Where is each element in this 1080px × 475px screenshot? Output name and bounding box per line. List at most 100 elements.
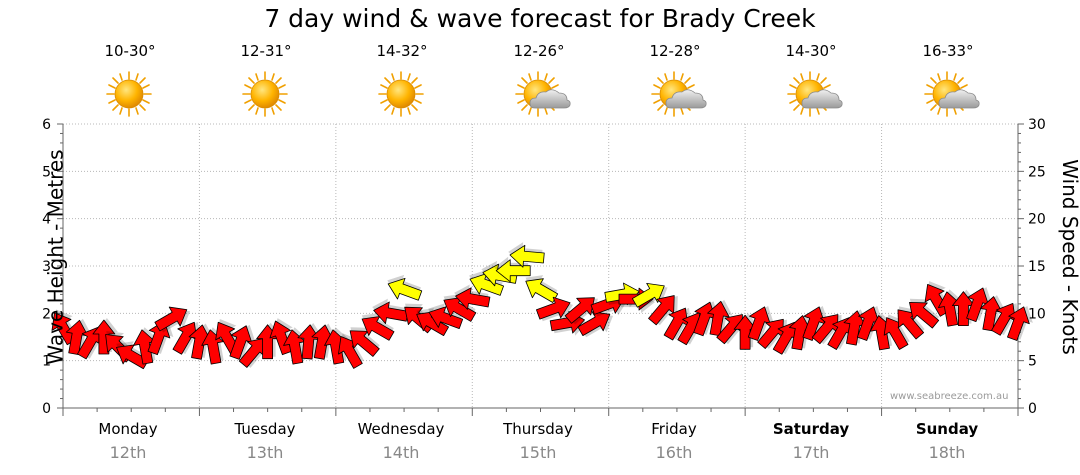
wind-arrow-body [443, 297, 477, 322]
wind-arrow-body [525, 278, 559, 303]
wind-arrow [938, 289, 963, 327]
wind-arrow-body [349, 330, 380, 357]
wind-arrow [577, 311, 614, 338]
y-tick-label-left: 6 [42, 117, 51, 133]
wind-arrow [747, 305, 774, 341]
wind-arrow-body [577, 311, 611, 337]
wind-arrow-body [455, 287, 491, 310]
wind-arrow-body [188, 324, 212, 360]
wind-arrow [469, 270, 504, 296]
y-tick-label-right: 10 [1028, 306, 1046, 322]
wind-arrow-body [311, 324, 334, 360]
y-axis-label-right: Wind Speed - Knots [1057, 159, 1080, 355]
wind-arrow [663, 307, 692, 341]
temp-range-wednesday: 14-32° [376, 42, 428, 60]
date-label-monday: 12th [109, 443, 147, 462]
date-label-friday: 16th [655, 443, 693, 462]
wind-arrow [349, 327, 380, 357]
y-tick-label-left: 4 [42, 212, 51, 228]
wind-arrow-body [536, 296, 571, 320]
date-label-tuesday: 13th [246, 443, 284, 462]
y-tick-label-left: 0 [42, 401, 51, 417]
wind-arrow-body [133, 329, 156, 365]
wind-arrow-body [631, 282, 665, 308]
wind-arrow-body [856, 306, 880, 341]
wind-arrow [536, 296, 573, 322]
day-label-monday: Monday [98, 420, 158, 438]
wind-arrow [147, 320, 174, 356]
wind-arrow [416, 308, 450, 337]
day-label-friday: Friday [651, 420, 697, 438]
wind-arrow-body [733, 314, 757, 350]
wind-arrow-body [387, 277, 423, 301]
wind-arrow-body [416, 311, 450, 337]
wind-arrow [428, 303, 464, 330]
wind-arrow [966, 287, 992, 322]
wind-arrow-body [966, 287, 989, 322]
chart-title: 7 day wind & wave forecast for Brady Cre… [264, 4, 816, 33]
y-tick-label-right: 0 [1028, 401, 1037, 417]
temp-range-thursday: 12-26° [513, 42, 565, 60]
wind-arrow-body [147, 320, 171, 356]
wind-arrow-body [469, 273, 504, 296]
y-tick-label-right: 15 [1028, 259, 1046, 275]
y-tick-label-left: 3 [42, 259, 51, 275]
wind-arrow [229, 324, 256, 360]
wind-arrow-body [843, 310, 867, 346]
wind-arrow [909, 298, 940, 329]
wind-arrow [979, 295, 1006, 332]
day-label-wednesday: Wednesday [357, 420, 445, 438]
wind-arrow-body [338, 336, 363, 369]
wind-arrow-body [648, 295, 675, 326]
wind-arrow-body [897, 309, 925, 340]
wind-arrow-body [283, 329, 306, 365]
wind-arrow-body [747, 306, 771, 341]
temp-range-friday: 12-28° [649, 42, 701, 60]
wind-arrow [897, 306, 925, 340]
day-label-sunday: Sunday [915, 420, 979, 438]
y-tick-label-left: 1 [42, 354, 51, 370]
wind-arrow-body [663, 307, 689, 341]
wind-arrow [454, 284, 491, 310]
wind-arrow [508, 242, 545, 268]
wind-arrow [525, 275, 559, 303]
wind-arrow [648, 295, 678, 326]
wind-arrow-body [1007, 306, 1030, 341]
temp-range-saturday: 14-30° [785, 42, 837, 60]
wind-arrow [443, 293, 477, 322]
wind-arrow-body [991, 302, 1016, 336]
day-label-tuesday: Tuesday [234, 420, 296, 438]
y-tick-label-right: 30 [1028, 117, 1046, 133]
date-label-wednesday: 14th [382, 443, 420, 462]
wind-arrow [991, 302, 1020, 336]
wind-arrow [494, 256, 531, 283]
wind-arrow-body [428, 306, 464, 330]
wind-arrow-body [909, 301, 940, 329]
wind-arrow [883, 314, 910, 350]
y-tick-label-right: 25 [1028, 164, 1046, 180]
day-label-thursday: Thursday [503, 420, 573, 438]
wind-arrow [361, 312, 395, 341]
temp-range-monday: 10-30° [104, 42, 156, 60]
y-tick-label-left: 5 [42, 164, 51, 180]
wind-arrow-body [883, 317, 909, 350]
wind-arrow [1007, 305, 1033, 341]
wind-arrow-body [952, 291, 975, 327]
wind-arrow-body [361, 316, 395, 341]
y-tick-label-right: 20 [1028, 212, 1046, 228]
date-label-thursday: 15th [519, 443, 557, 462]
day-label-saturday: Saturday [772, 420, 850, 438]
wind-arrow [631, 282, 668, 309]
wind-arrow [154, 306, 191, 333]
wind-arrow [387, 274, 423, 301]
wind-arrow [338, 333, 364, 369]
credit-watermark: www.seabreeze.com.au [890, 391, 1009, 402]
date-label-saturday: 17th [792, 443, 830, 462]
wind-arrow-body [495, 259, 531, 283]
y-tick-label-left: 2 [42, 306, 51, 322]
wind-arrow-body [297, 324, 321, 360]
wind-arrow [856, 305, 883, 341]
wind-arrow-body [788, 315, 812, 351]
y-tick-label-right: 5 [1028, 354, 1037, 370]
